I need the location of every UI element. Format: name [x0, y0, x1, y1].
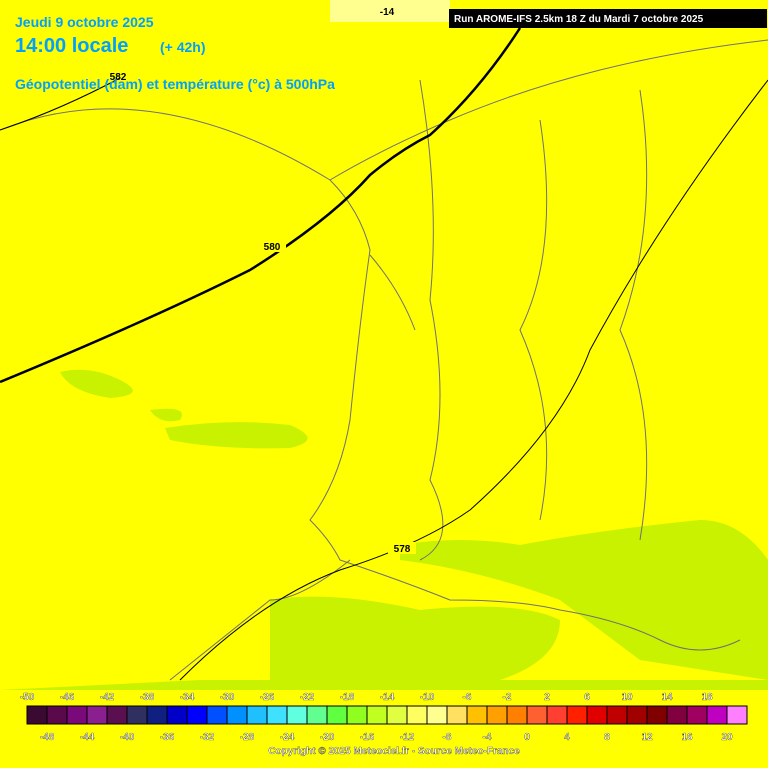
legend-swatch: [186, 705, 208, 725]
legend-label: -44: [80, 732, 95, 743]
legend: -50-48-46-44-42-40-38-36-34-32-30-28-26-…: [20, 692, 748, 743]
legend-swatch: [566, 705, 588, 725]
borders: [0, 39, 768, 681]
legend-label: -4: [483, 732, 492, 743]
legend-label: 4: [564, 732, 570, 743]
legend-label: -42: [100, 692, 115, 703]
legend-label: -38: [140, 692, 155, 703]
legend-label: -20: [320, 732, 335, 743]
legend-label: 16: [681, 732, 693, 743]
legend-label: -32: [200, 732, 215, 743]
legend-label: 2: [544, 692, 550, 703]
legend-swatch: [46, 705, 68, 725]
contour-labels: 580 578 582 -14: [110, 7, 416, 555]
isohypse-lines: [0, 27, 522, 384]
legend-label: -8: [443, 732, 452, 743]
legend-label: -40: [120, 732, 135, 743]
legend-swatch: [206, 705, 228, 725]
legend-swatch: [126, 705, 148, 725]
legend-swatch: [486, 705, 508, 725]
isohypse-lines-thin: [0, 77, 768, 681]
legend-label: -48: [40, 732, 55, 743]
legend-swatch: [106, 705, 128, 725]
contour-label: 580: [264, 242, 281, 253]
legend-swatch: [526, 705, 548, 725]
run-info: Run AROME-IFS 2.5km 18 Z du Mardi 7 octo…: [454, 14, 704, 25]
legend-label: -22: [300, 692, 315, 703]
legend-label: -2: [503, 692, 512, 703]
cold-area: [330, 0, 450, 22]
contour-label: 582: [110, 72, 127, 83]
title-block: Jeudi 9 octobre 2025 14:00 locale (+ 42h…: [15, 14, 335, 92]
legend-swatch: [586, 705, 608, 725]
legend-label: -6: [463, 692, 472, 703]
legend-swatch: [466, 705, 488, 725]
contour-label: 578: [394, 544, 411, 555]
legend-swatch: [406, 705, 428, 725]
legend-label: -18: [340, 692, 355, 703]
temperature-patches: [0, 369, 768, 690]
legend-swatch: [686, 705, 708, 725]
legend-swatch: [706, 705, 728, 725]
legend-label: 18: [701, 692, 713, 703]
legend-swatch: [26, 705, 48, 725]
legend-swatch: [606, 705, 628, 725]
legend-swatch: [626, 705, 648, 725]
legend-label: 20: [721, 732, 733, 743]
legend-swatch: [346, 705, 368, 725]
legend-label: -12: [400, 732, 415, 743]
legend-swatch: [446, 705, 468, 725]
legend-swatch: [326, 705, 348, 725]
legend-label: 12: [641, 732, 653, 743]
legend-swatch: [366, 705, 388, 725]
legend-swatch: [546, 705, 568, 725]
legend-label: 14: [661, 692, 673, 703]
time: 14:00 locale: [15, 35, 128, 57]
legend-label: -36: [160, 732, 175, 743]
field: Géopotentiel (dam) et température (°c) à…: [15, 76, 335, 92]
legend-label: -14: [380, 692, 395, 703]
legend-swatch: [306, 705, 328, 725]
run-box: [449, 9, 767, 28]
legend-label: 0: [524, 732, 530, 743]
legend-swatch: [66, 705, 88, 725]
legend-swatch: [426, 705, 448, 725]
legend-label: -28: [240, 732, 255, 743]
legend-swatch: [286, 705, 308, 725]
legend-swatch: [726, 705, 748, 725]
legend-swatch: [646, 705, 668, 725]
legend-swatch: [246, 705, 268, 725]
legend-swatch: [266, 705, 288, 725]
legend-label: -30: [220, 692, 235, 703]
legend-label: -50: [20, 692, 35, 703]
legend-swatch: [86, 705, 108, 725]
legend-label: 8: [604, 732, 610, 743]
legend-swatch: [166, 705, 188, 725]
legend-label: -16: [360, 732, 375, 743]
date: Jeudi 9 octobre 2025: [15, 14, 154, 30]
legend-swatch: [146, 705, 168, 725]
legend-label: 6: [584, 692, 590, 703]
lead: (+ 42h): [160, 39, 206, 55]
copyright: Copyright © 2025 Meteociel.fr - Source M…: [268, 746, 520, 757]
legend-swatch: [666, 705, 688, 725]
legend-swatch: [386, 705, 408, 725]
legend-label: 10: [621, 692, 633, 703]
legend-label: -10: [420, 692, 435, 703]
contour-label: -14: [380, 7, 395, 18]
legend-label: -24: [280, 732, 295, 743]
legend-label: -26: [260, 692, 275, 703]
legend-swatch: [506, 705, 528, 725]
legend-swatch: [226, 705, 248, 725]
legend-label: -46: [60, 692, 75, 703]
legend-label: -34: [180, 692, 195, 703]
